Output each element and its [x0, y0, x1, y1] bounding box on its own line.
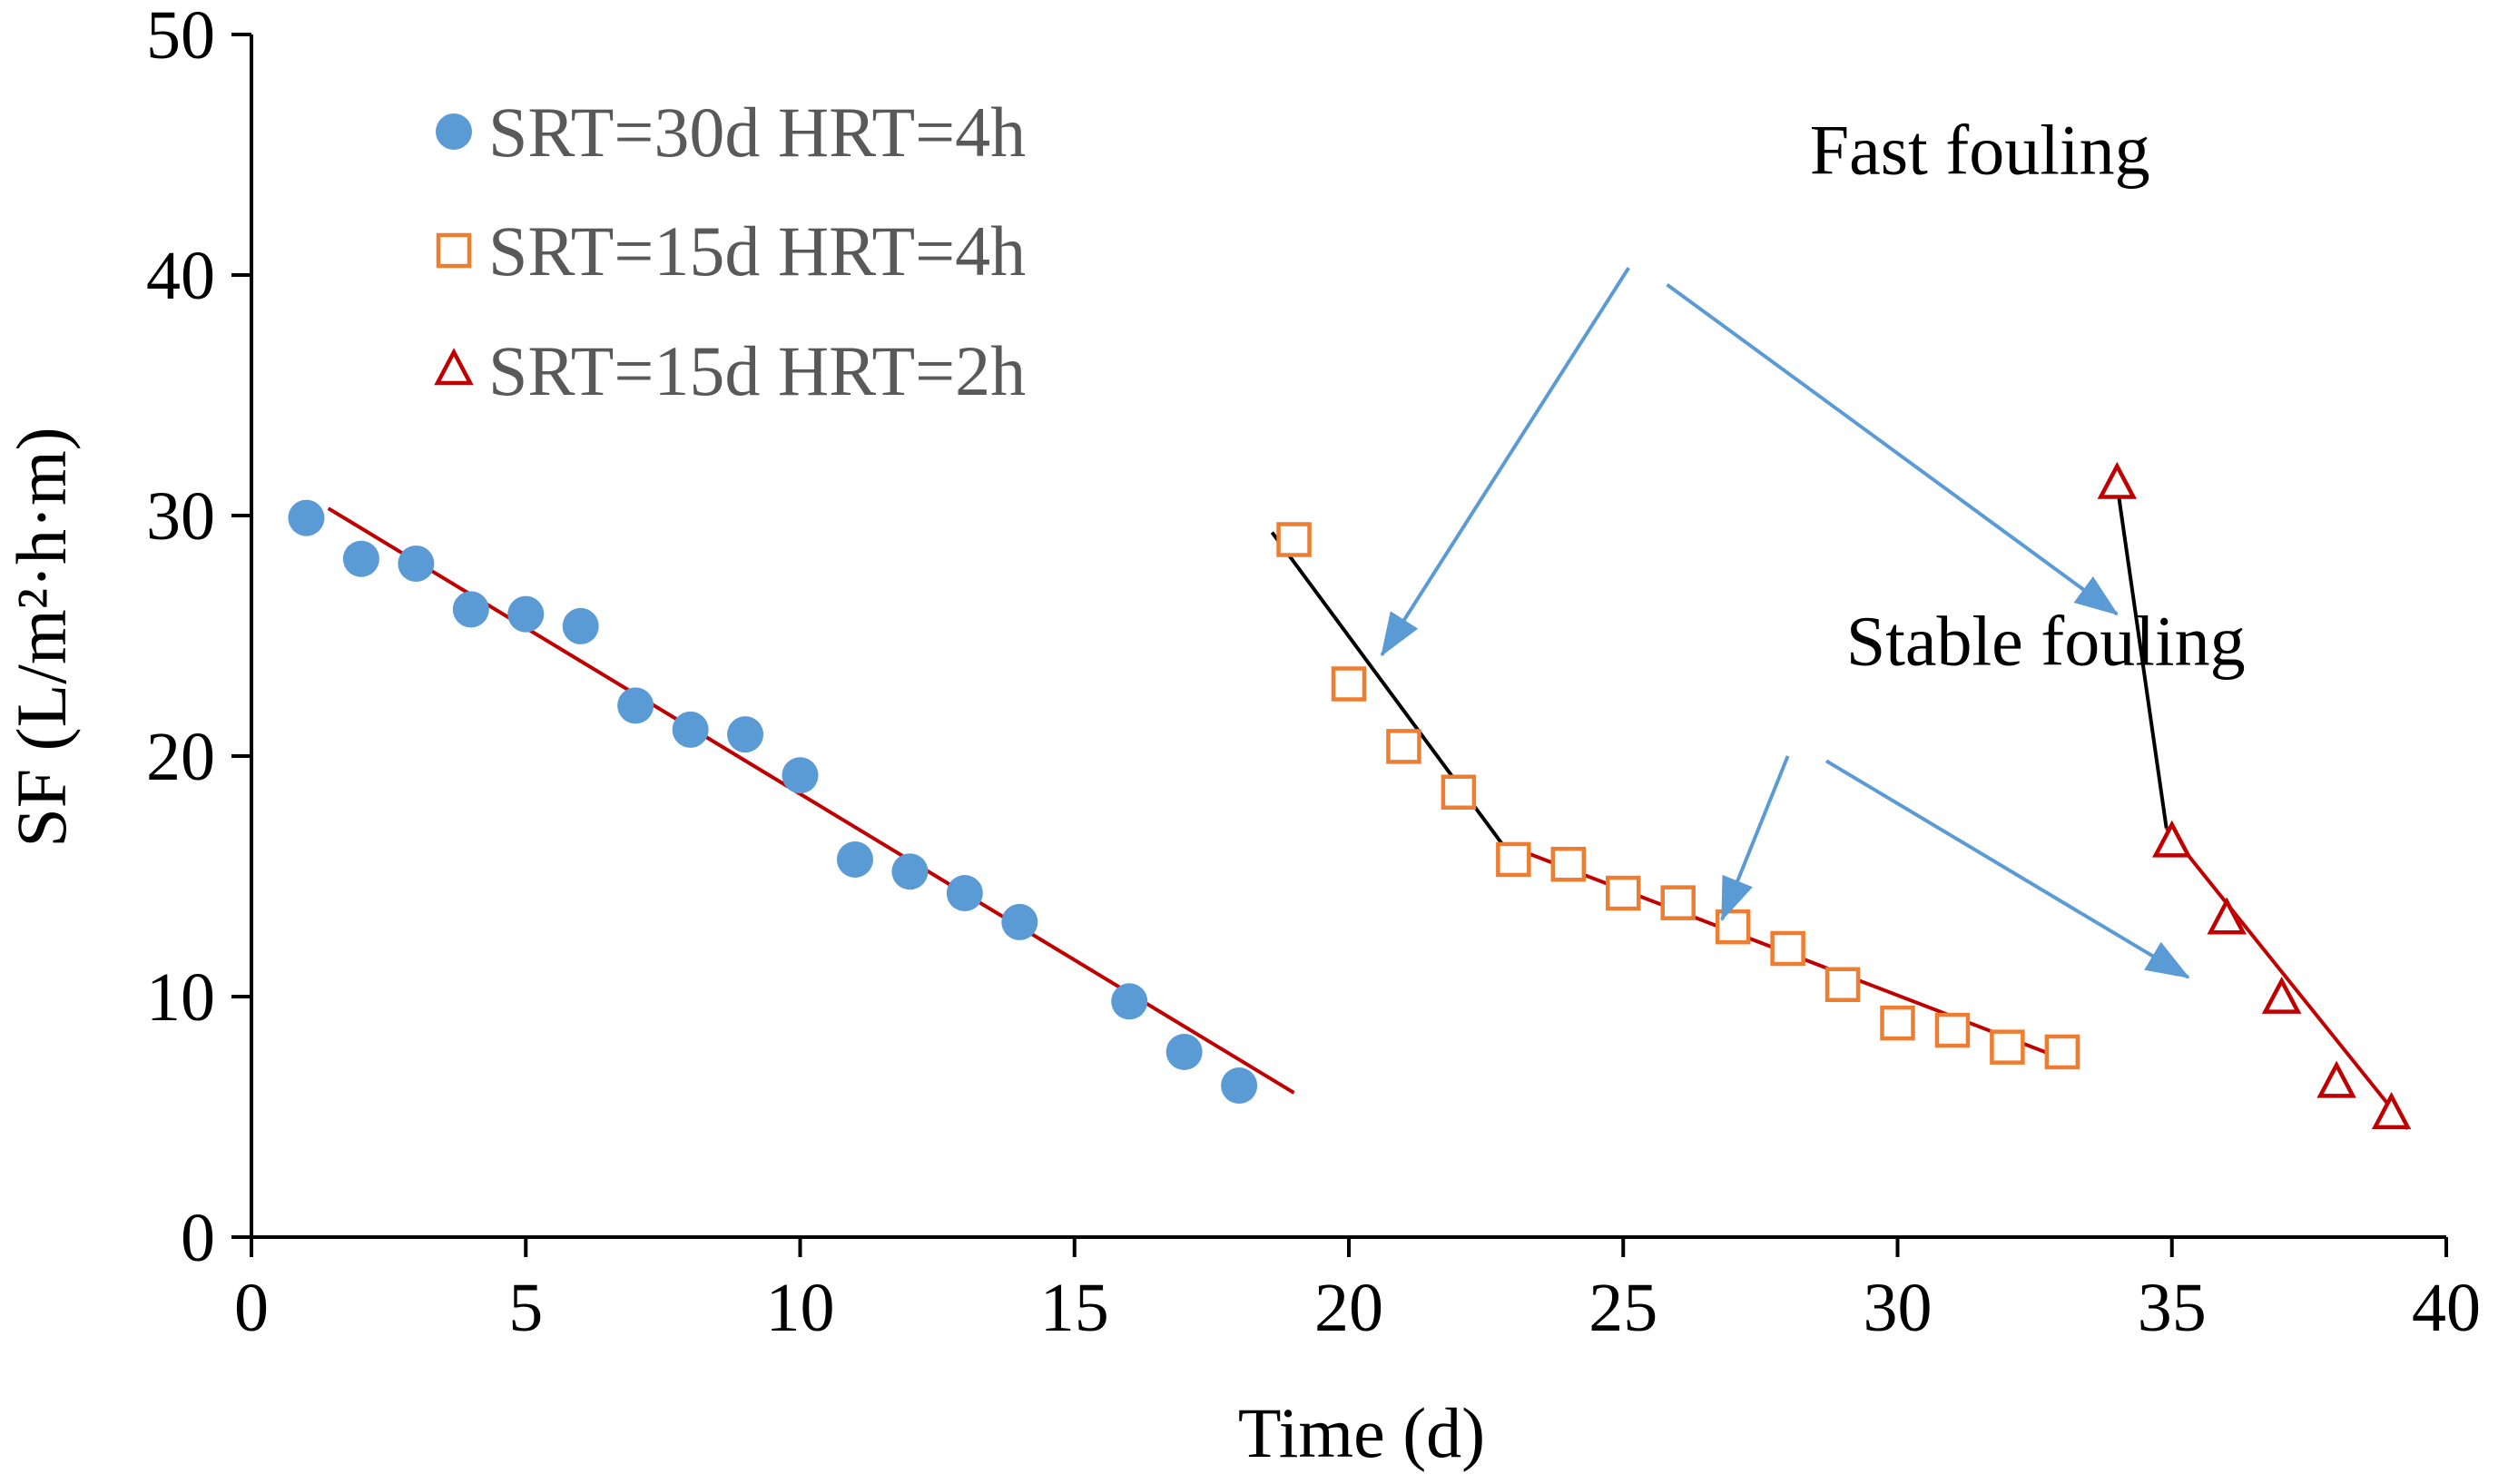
data-point-series1 — [836, 840, 873, 878]
data-point-series1 — [891, 853, 929, 890]
annotation-arrow — [1824, 759, 2190, 979]
legend-label-1: SRT=30d HRT=4h — [488, 93, 1026, 172]
x-tick-label: 25 — [1588, 1270, 1657, 1346]
legend-label-2: SRT=15d HRT=4h — [488, 211, 1026, 290]
data-point-series3 — [2207, 897, 2247, 935]
data-point-series1 — [727, 716, 764, 753]
data-point-series1 — [288, 499, 325, 536]
data-point-series3 — [2261, 976, 2302, 1014]
data-point-series2 — [1496, 841, 1531, 878]
x-tick-label: 35 — [2138, 1270, 2207, 1346]
y-tick-label: 50 — [146, 0, 215, 74]
y-tick-label: 10 — [146, 959, 215, 1036]
data-point-series1 — [672, 711, 709, 748]
y-tick-label: 40 — [146, 238, 215, 314]
data-point-series2 — [1990, 1029, 2025, 1065]
axes — [231, 33, 2448, 1257]
y-tick-label: 0 — [181, 1200, 215, 1276]
annotation-arrow — [1380, 266, 1630, 657]
x-axis-title: Time (d) — [1238, 1393, 1485, 1472]
data-point-series1 — [398, 545, 435, 582]
data-point-series1 — [946, 875, 983, 912]
x-tick-label: 0 — [234, 1270, 269, 1346]
trendline-4 — [2115, 484, 2169, 829]
y-axis-title: SF (L/m²·h·m) — [2, 427, 81, 847]
data-point-series2 — [1934, 1012, 1971, 1048]
data-point-series1 — [1001, 903, 1038, 940]
annotations: Fast fouling Stable fouling — [1380, 111, 2246, 979]
y-tick-label: 30 — [146, 478, 215, 555]
trendlines — [327, 484, 2410, 1131]
annotation-arrow — [1666, 282, 2119, 616]
data-point-series1 — [342, 540, 379, 577]
data-point-series2 — [1276, 522, 1312, 557]
data-point-series2 — [1824, 967, 1861, 1002]
data-point-series2 — [1770, 930, 1805, 967]
trendline-2 — [1270, 531, 1521, 869]
data-point-series1 — [507, 595, 545, 633]
x-tick-label: 5 — [508, 1270, 543, 1346]
legend: SRT=30d HRT=4h SRT=15d HRT=4h SRT=15d HRT=… — [434, 93, 1026, 410]
data-point-series3 — [2316, 1060, 2356, 1098]
data-point-series1 — [617, 687, 654, 724]
data-point-series2 — [1550, 847, 1587, 882]
x-tick-label: 15 — [1040, 1270, 1109, 1346]
legend-marker-3 — [434, 348, 474, 386]
data-points — [288, 461, 2412, 1130]
data-point-series3 — [2371, 1092, 2412, 1130]
annotation-label: Stable fouling — [1846, 601, 2246, 680]
x-tick-label: 10 — [766, 1270, 835, 1346]
data-point-series2 — [1660, 885, 1696, 920]
data-point-series3 — [2152, 820, 2192, 858]
x-tick-label: 40 — [2412, 1270, 2481, 1346]
data-point-series2 — [1331, 666, 1367, 702]
trendline-5 — [2165, 827, 2410, 1131]
data-point-series2 — [2044, 1034, 2080, 1070]
legend-label-3: SRT=15d HRT=2h — [488, 331, 1026, 410]
tick-labels: 0 10 20 30 40 50 0 5 10 15 20 25 30 35 40 — [146, 0, 2481, 1346]
data-point-series2 — [1386, 729, 1421, 764]
data-point-series1 — [1165, 1033, 1203, 1070]
x-tick-label: 30 — [1864, 1270, 1933, 1346]
legend-marker-2 — [436, 232, 472, 269]
data-point-series2 — [1606, 875, 1641, 911]
y-tick-label: 20 — [146, 719, 215, 795]
data-point-series1 — [1221, 1067, 1258, 1105]
data-point-series3 — [2097, 461, 2138, 499]
legend-marker-1 — [436, 113, 472, 150]
data-point-series1 — [452, 591, 489, 628]
data-point-series1 — [782, 757, 819, 794]
annotation-arrow — [1720, 755, 1790, 922]
data-point-series2 — [1441, 774, 1477, 810]
x-tick-label: 20 — [1314, 1270, 1383, 1346]
data-point-series1 — [562, 607, 599, 644]
data-point-series1 — [1111, 983, 1148, 1020]
annotation-label: Fast fouling — [1810, 111, 2150, 190]
data-point-series2 — [1880, 1005, 1915, 1041]
